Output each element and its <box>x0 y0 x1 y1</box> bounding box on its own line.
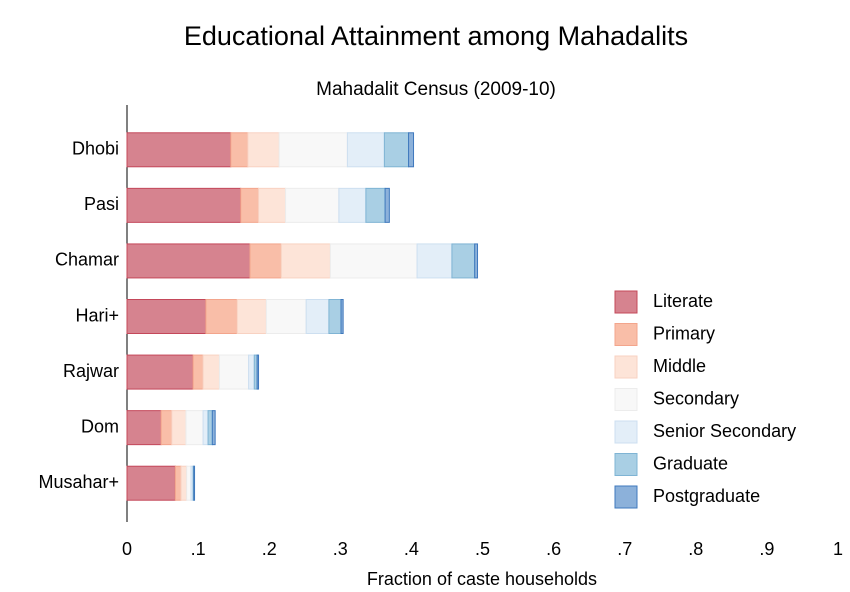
chart-subtitle: Mahadalit Census (2009-10) <box>316 79 556 100</box>
bar-segment <box>474 243 479 279</box>
bar-segment <box>451 243 476 279</box>
x-axis-label: Fraction of caste households <box>367 569 597 589</box>
legend-label: Postgraduate <box>653 486 760 506</box>
bar-segment <box>126 243 251 279</box>
y-tick-label: Chamar <box>55 250 119 270</box>
x-tick-label: .1 <box>191 539 206 559</box>
legend-swatch <box>614 290 638 314</box>
legend-label: Middle <box>653 356 706 376</box>
bar-segment <box>280 243 331 279</box>
chart-title: Educational Attainment among Mahadalits <box>184 21 688 51</box>
x-tick-label: .9 <box>759 539 774 559</box>
bar-segment <box>160 410 173 446</box>
y-tick-label: Hari+ <box>75 305 119 325</box>
bar-segment <box>207 410 213 446</box>
legend-label: Graduate <box>653 453 728 473</box>
bar-segment <box>211 410 216 446</box>
legend-swatch <box>614 420 638 444</box>
legend-swatch <box>614 453 638 476</box>
bar-segment <box>278 132 348 168</box>
legend-label: Secondary <box>653 388 739 408</box>
legend-label: Literate <box>653 291 713 311</box>
bar-segment <box>192 354 204 390</box>
bar-segment <box>126 410 162 446</box>
bar-segment <box>258 187 287 223</box>
bar-segment <box>265 299 307 334</box>
y-tick-label: Dom <box>81 416 119 436</box>
x-tick-label: 1 <box>833 539 843 559</box>
y-tick-label: Pasi <box>84 194 119 214</box>
bar-segment <box>416 243 453 279</box>
bar-segment <box>383 132 410 168</box>
x-tick-label: .8 <box>688 539 703 559</box>
legend-label: Primary <box>653 323 715 343</box>
bar-segment <box>256 354 260 390</box>
bar-segment <box>185 410 204 446</box>
bar-segment <box>126 465 176 501</box>
bar-segment <box>408 132 415 168</box>
bar-segment <box>329 243 418 279</box>
bar-segment <box>340 299 344 334</box>
bar-segment <box>180 465 188 501</box>
bar-segment <box>249 243 282 279</box>
bar-segment <box>236 299 267 334</box>
bar-segment <box>126 187 242 223</box>
bar-segment <box>247 132 280 168</box>
bar-segment <box>174 465 182 501</box>
x-tick-label: .2 <box>262 539 277 559</box>
bar-segment <box>171 410 187 446</box>
bar-segment <box>346 132 385 168</box>
x-tick-label: .5 <box>475 539 490 559</box>
x-tick-label: 0 <box>122 539 132 559</box>
bar-segment <box>365 187 386 223</box>
bar-segment <box>193 465 196 501</box>
bar-segment <box>126 132 232 168</box>
bar-segment <box>202 410 209 446</box>
bar-segment <box>126 299 207 334</box>
x-tick-label: .7 <box>617 539 632 559</box>
y-tick-label: Musahar+ <box>38 472 119 492</box>
y-tick-label: Dhobi <box>72 139 119 159</box>
y-tick-label: Rajwar <box>63 361 119 381</box>
x-tick-label: .4 <box>404 539 419 559</box>
legend-label: Senior Secondary <box>653 421 796 441</box>
bar-segment <box>186 465 192 501</box>
bar-segment <box>338 187 367 223</box>
legend-swatch <box>614 355 638 379</box>
x-tick-label: .3 <box>333 539 348 559</box>
bar-segment <box>384 187 390 223</box>
bar-segment <box>305 299 330 334</box>
bar-segment <box>328 299 342 334</box>
bar-segment <box>285 187 340 223</box>
bar-segment <box>126 354 194 390</box>
bar-segment <box>205 299 238 334</box>
legend-swatch <box>614 323 638 346</box>
bar-segment <box>230 132 249 168</box>
x-tick-label: .6 <box>546 539 561 559</box>
bar-segment <box>240 187 260 223</box>
legend-swatch <box>614 388 638 411</box>
legend-swatch <box>614 485 638 509</box>
bar-segment <box>218 354 250 390</box>
bar-segment <box>202 354 220 390</box>
bar-segment <box>248 354 255 390</box>
